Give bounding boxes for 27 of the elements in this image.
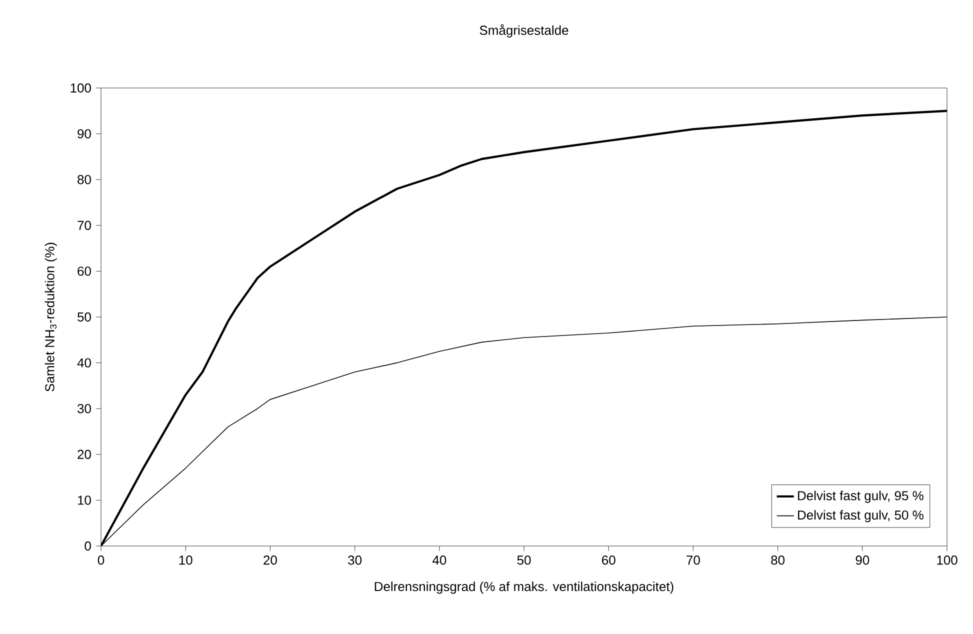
x-tick-label: 10 xyxy=(179,556,192,565)
chart-title: Smågrisestalde xyxy=(480,24,568,38)
y-tick-label: 80 xyxy=(78,174,91,184)
legend-label: Delvist fast gulv, 95 % xyxy=(798,490,924,503)
x-tick-label: 70 xyxy=(686,556,700,565)
x-tick-label: 90 xyxy=(856,556,870,565)
x-tick-label: 80 xyxy=(771,556,785,565)
y-tick-label: 70 xyxy=(78,220,91,230)
x-tick-label: 60 xyxy=(602,556,616,565)
y-tick-label: 50 xyxy=(78,312,91,322)
y-axis-title: Samlet NH$_{3}$-reduktion (%) xyxy=(44,242,57,392)
x-tick-label: 40 xyxy=(432,556,446,565)
x-tick-label: 20 xyxy=(264,556,277,565)
x-tick-label: 0 xyxy=(98,556,104,565)
x-tick-label: 30 xyxy=(348,556,362,565)
y-tick-label: 20 xyxy=(78,450,91,459)
x-tick-label: 50 xyxy=(517,556,531,565)
y-tick-label: 40 xyxy=(77,358,91,368)
x-axis-title: Delrensningsgrad (% af maks. ventilationskapacitet) xyxy=(374,582,674,594)
x-tick-label: 100 xyxy=(937,556,958,565)
y-tick-label: 10 xyxy=(78,496,91,505)
y-tick-label: 100 xyxy=(70,83,91,93)
y-tick-label: 0 xyxy=(84,541,91,551)
legend-label: Delvist fast gulv, 50 % xyxy=(798,510,924,522)
y-tick-label: 90 xyxy=(78,129,91,138)
y-tick-label: 60 xyxy=(78,266,91,276)
y-tick-label: 30 xyxy=(78,404,91,414)
